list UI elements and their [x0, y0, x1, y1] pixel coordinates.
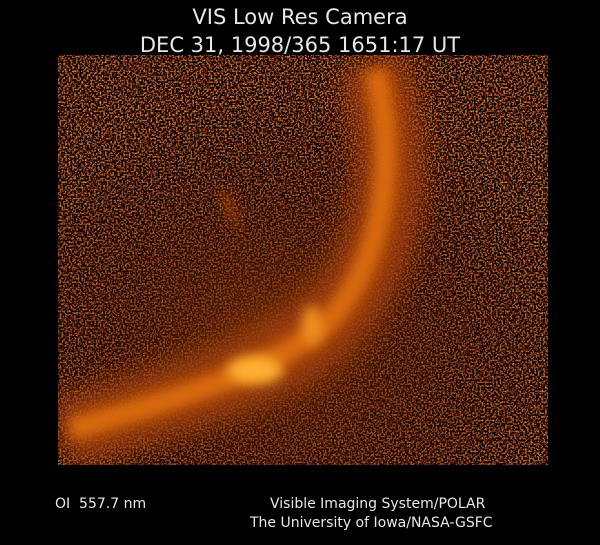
- aurora-image: [58, 55, 548, 465]
- timestamp: DEC 31, 1998/365 1651:17 UT: [140, 33, 460, 57]
- filter-label: OI 557.7 nm: [55, 496, 146, 512]
- credit-label: The University of Iowa/NASA-GSFC: [249, 515, 493, 531]
- bright-spot: [227, 356, 283, 384]
- bright-spot: [302, 305, 322, 345]
- instrument-label: Visible Imaging System/POLAR: [270, 496, 486, 512]
- streak: [219, 188, 241, 227]
- title: VIS Low Res Camera: [192, 5, 407, 29]
- aurora-arc: [66, 67, 397, 441]
